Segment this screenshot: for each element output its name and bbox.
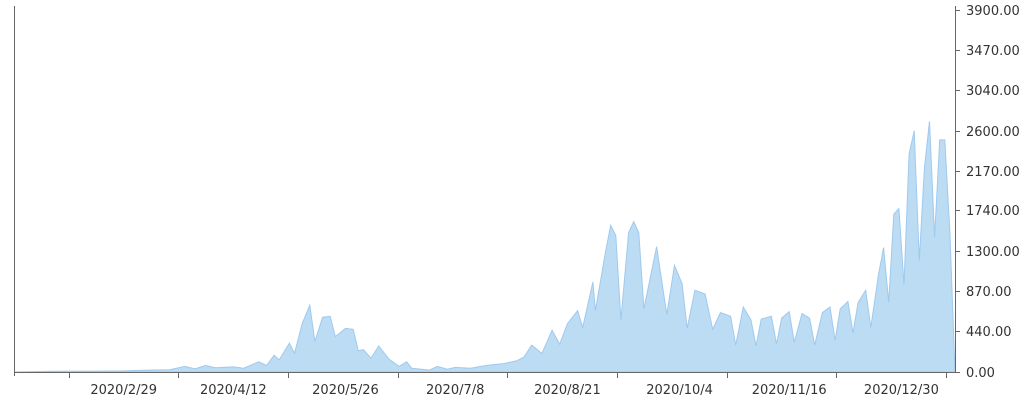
x-tick-label: 2020/10/4 (646, 383, 713, 398)
x-tick-label: 2020/2/29 (90, 383, 157, 398)
x-tick-label: 2020/8/21 (534, 383, 601, 398)
y-tick-label: 1300.00 (966, 245, 1020, 260)
y-tick-label: 440.00 (966, 325, 1012, 340)
y-tick-label: 2170.00 (966, 165, 1020, 180)
x-tick-label: 2020/5/26 (312, 383, 379, 398)
y-tick-label: 0.00 (966, 366, 995, 381)
x-tick-label: 2020/4/12 (200, 383, 267, 398)
y-tick-label: 1740.00 (966, 204, 1020, 219)
axes-group: 2020/2/29 2020/4/12 2020/5/26 2020/7/8 2020/… (14, 4, 1020, 398)
x-tick-label: 2020/12/30 (864, 383, 939, 398)
x-tick-label: 2020/11/16 (752, 383, 827, 398)
y-tick-label: 3470.00 (966, 44, 1020, 59)
x-tick-label: 2020/7/8 (426, 383, 484, 398)
series-area-0 (13, 121, 956, 373)
y-tick-label: 3900.00 (966, 4, 1020, 19)
y-tick-label: 870.00 (966, 285, 1012, 300)
y-tick-label: 2600.00 (966, 125, 1020, 140)
series-area-group (13, 121, 956, 373)
y-tick-label: 3040.00 (966, 84, 1020, 99)
